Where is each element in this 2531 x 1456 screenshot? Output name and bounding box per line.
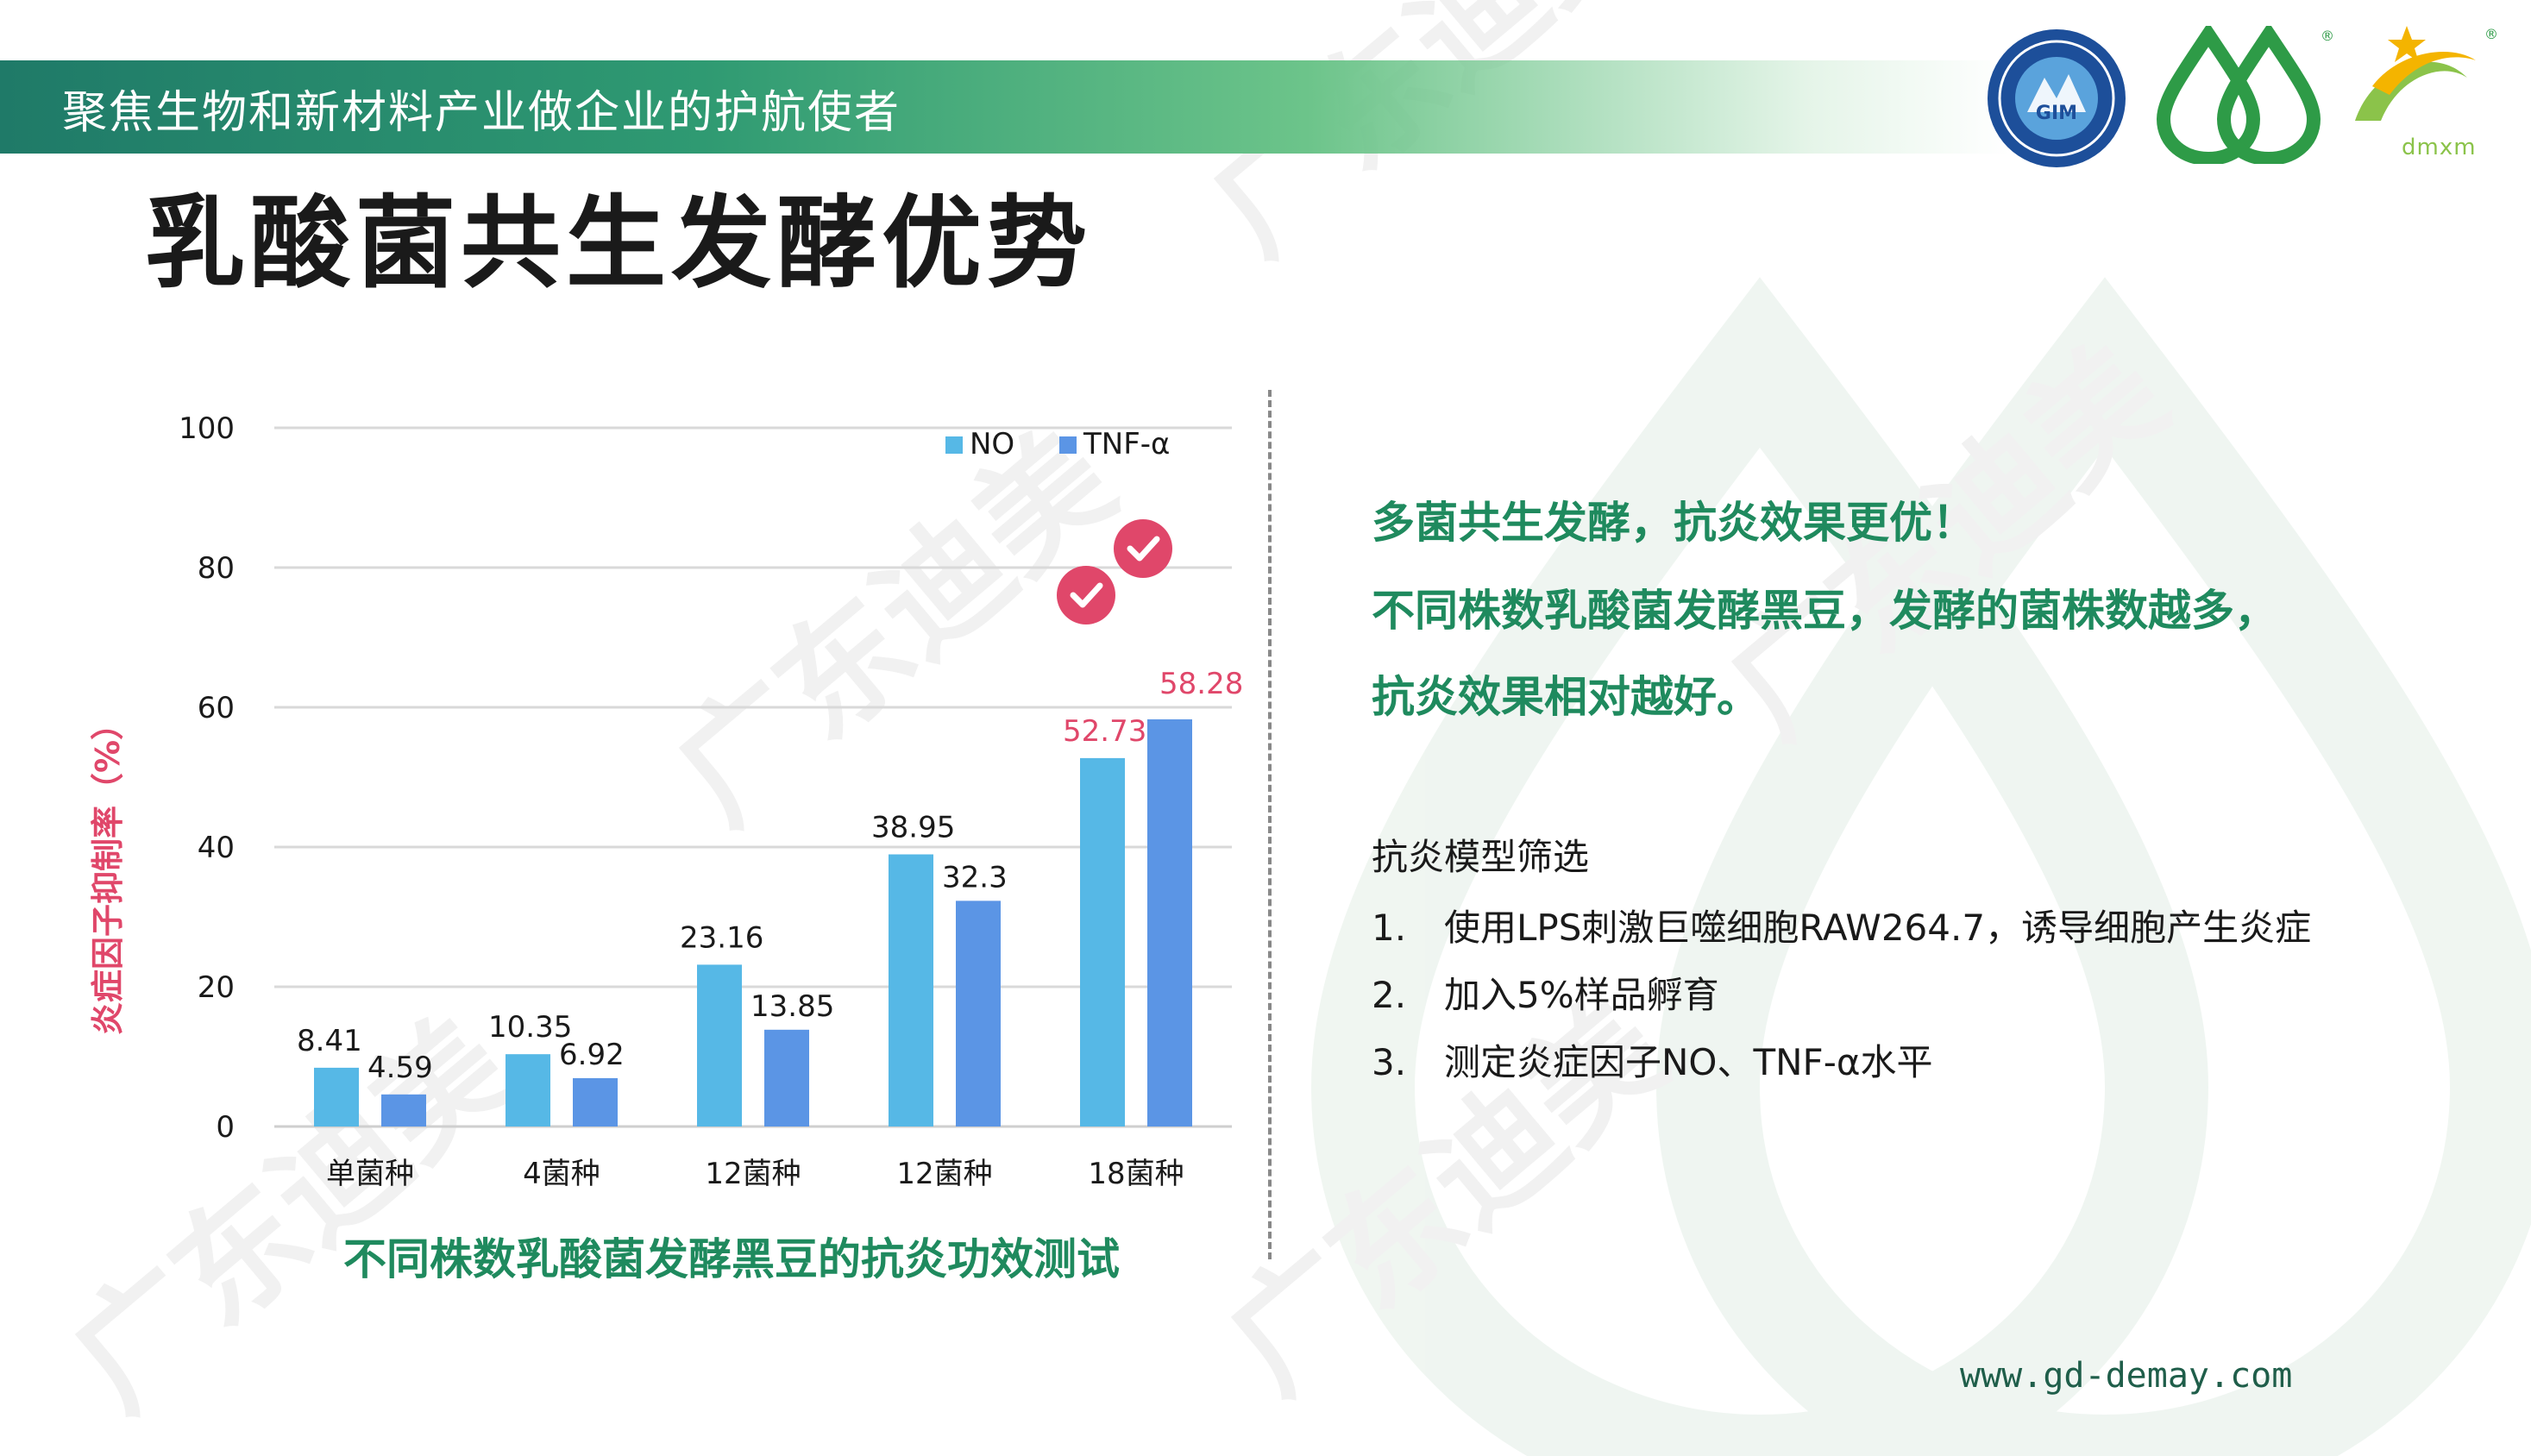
y-tick-label: 20 xyxy=(198,970,235,1005)
section-divider xyxy=(1268,390,1272,1259)
model-item: 3. 测定炎症因子NO、TNF-α水平 xyxy=(1372,1033,1933,1086)
data-label: 10.35 xyxy=(488,1010,572,1045)
data-label: 38.95 xyxy=(871,811,955,845)
chart-highlight-badges xyxy=(1057,519,1172,624)
y-tick-label: 100 xyxy=(179,411,235,446)
chart-data-labels: 8.414.59 10.356.92 23.16 13.85 38.95 32.3 52.7… xyxy=(297,667,1243,1085)
data-label: 8.41 xyxy=(297,1024,362,1058)
data-label: 4.59 xyxy=(367,1051,433,1085)
legend-label: TNF-α xyxy=(1083,427,1170,461)
chart-grid xyxy=(274,426,1232,1128)
legend-label: NO xyxy=(970,427,1014,461)
bar-tnf xyxy=(573,1077,618,1127)
svg-text:GIM: GIM xyxy=(2036,103,2077,124)
y-tick-label: 60 xyxy=(198,691,235,725)
chart-ticks: 0 20 40 60 80 100 单菌种 4菌种 12菌种 12菌种 18菌种 xyxy=(179,411,1184,1191)
model-item-number: 3. xyxy=(1372,1041,1407,1083)
model-title: 抗炎模型筛选 xyxy=(1372,836,1590,878)
dmxm-registered-mark: ® xyxy=(2484,26,2498,42)
x-tick-label: 12菌种 xyxy=(705,1157,801,1191)
model-item-text: 加入5%样品孵育 xyxy=(1444,974,1719,1016)
data-label: 32.3 xyxy=(942,860,1008,894)
demay-drop-logo xyxy=(2157,26,2321,164)
bar-no xyxy=(314,1067,359,1127)
bar-no xyxy=(1080,757,1125,1127)
model-item-text: 测定炎症因子NO、TNF-α水平 xyxy=(1444,1041,1933,1083)
y-tick-label: 40 xyxy=(198,831,235,865)
x-tick-label: 12菌种 xyxy=(896,1157,992,1191)
legend-swatch xyxy=(1059,436,1077,454)
x-tick-label: 18菌种 xyxy=(1088,1157,1184,1191)
check-badge-circle xyxy=(1114,519,1172,578)
x-tick-label: 单菌种 xyxy=(326,1157,414,1191)
bar-tnf xyxy=(764,1029,809,1127)
y-axis-label: 炎症因子抑制率（%） xyxy=(89,707,127,1035)
chart-legend: NO TNF-α xyxy=(945,427,1170,461)
institute-seal-logo: GIM xyxy=(1988,29,2126,167)
data-label: 52.73 xyxy=(1063,714,1146,749)
dmxm-logo-text: dmxm xyxy=(2402,135,2477,160)
bar-no xyxy=(697,964,742,1127)
model-item-text: 使用LPS刺激巨噬细胞RAW264.7，诱导细胞产生炎症 xyxy=(1444,907,2312,949)
watermark-drop-left xyxy=(1310,277,2209,1456)
data-label: 23.16 xyxy=(680,920,763,955)
check-badge-circle xyxy=(1057,566,1115,624)
check-mark-icon xyxy=(1127,536,1160,562)
x-tick-label: 4菌种 xyxy=(523,1157,600,1191)
bar-no xyxy=(889,854,933,1127)
data-label: 58.28 xyxy=(1159,667,1243,701)
conclusion-line: 抗炎效果相对越好。 xyxy=(1372,672,1760,722)
bar-tnf xyxy=(381,1094,426,1127)
chart-caption: 不同株数乳酸菌发酵黑豆的抗炎功效测试 xyxy=(343,1234,1120,1284)
check-mark-icon xyxy=(1070,582,1103,608)
bar-tnf xyxy=(1147,719,1192,1127)
chart-bars xyxy=(314,719,1192,1127)
dmxm-logo-icon xyxy=(2355,26,2476,121)
model-item-number: 2. xyxy=(1372,974,1407,1016)
website-url: www.gd-demay.com xyxy=(1960,1356,2293,1396)
check-badge-icon xyxy=(1057,566,1115,624)
model-item: 2. 加入5%样品孵育 xyxy=(1372,966,1719,1019)
bar-no xyxy=(506,1054,550,1127)
header-band xyxy=(0,60,2010,154)
y-tick-label: 0 xyxy=(216,1110,235,1145)
model-item-number: 1. xyxy=(1372,907,1407,949)
page-title: 乳酸菌共生发酵优势 xyxy=(145,185,1092,302)
conclusion-line: 不同株数乳酸菌发酵黑豆，发酵的菌株数越多， xyxy=(1372,586,2277,636)
model-item: 1. 使用LPS刺激巨噬细胞RAW264.7，诱导细胞产生炎症 xyxy=(1372,899,2311,951)
data-label: 6.92 xyxy=(559,1038,625,1072)
conclusion-headline: 多菌共生发酵，抗炎效果更优！ xyxy=(1372,498,1975,548)
legend-swatch xyxy=(945,436,963,454)
bar-tnf xyxy=(956,901,1001,1127)
y-tick-label: 80 xyxy=(198,551,235,586)
watermark-drop-right xyxy=(1655,277,2531,1456)
data-label: 13.85 xyxy=(751,989,834,1024)
check-badge-icon xyxy=(1114,519,1172,578)
header-slogan: 聚焦生物和新材料产业做企业的护航使者 xyxy=(62,87,901,139)
demay-registered-mark: ® xyxy=(2321,28,2334,44)
